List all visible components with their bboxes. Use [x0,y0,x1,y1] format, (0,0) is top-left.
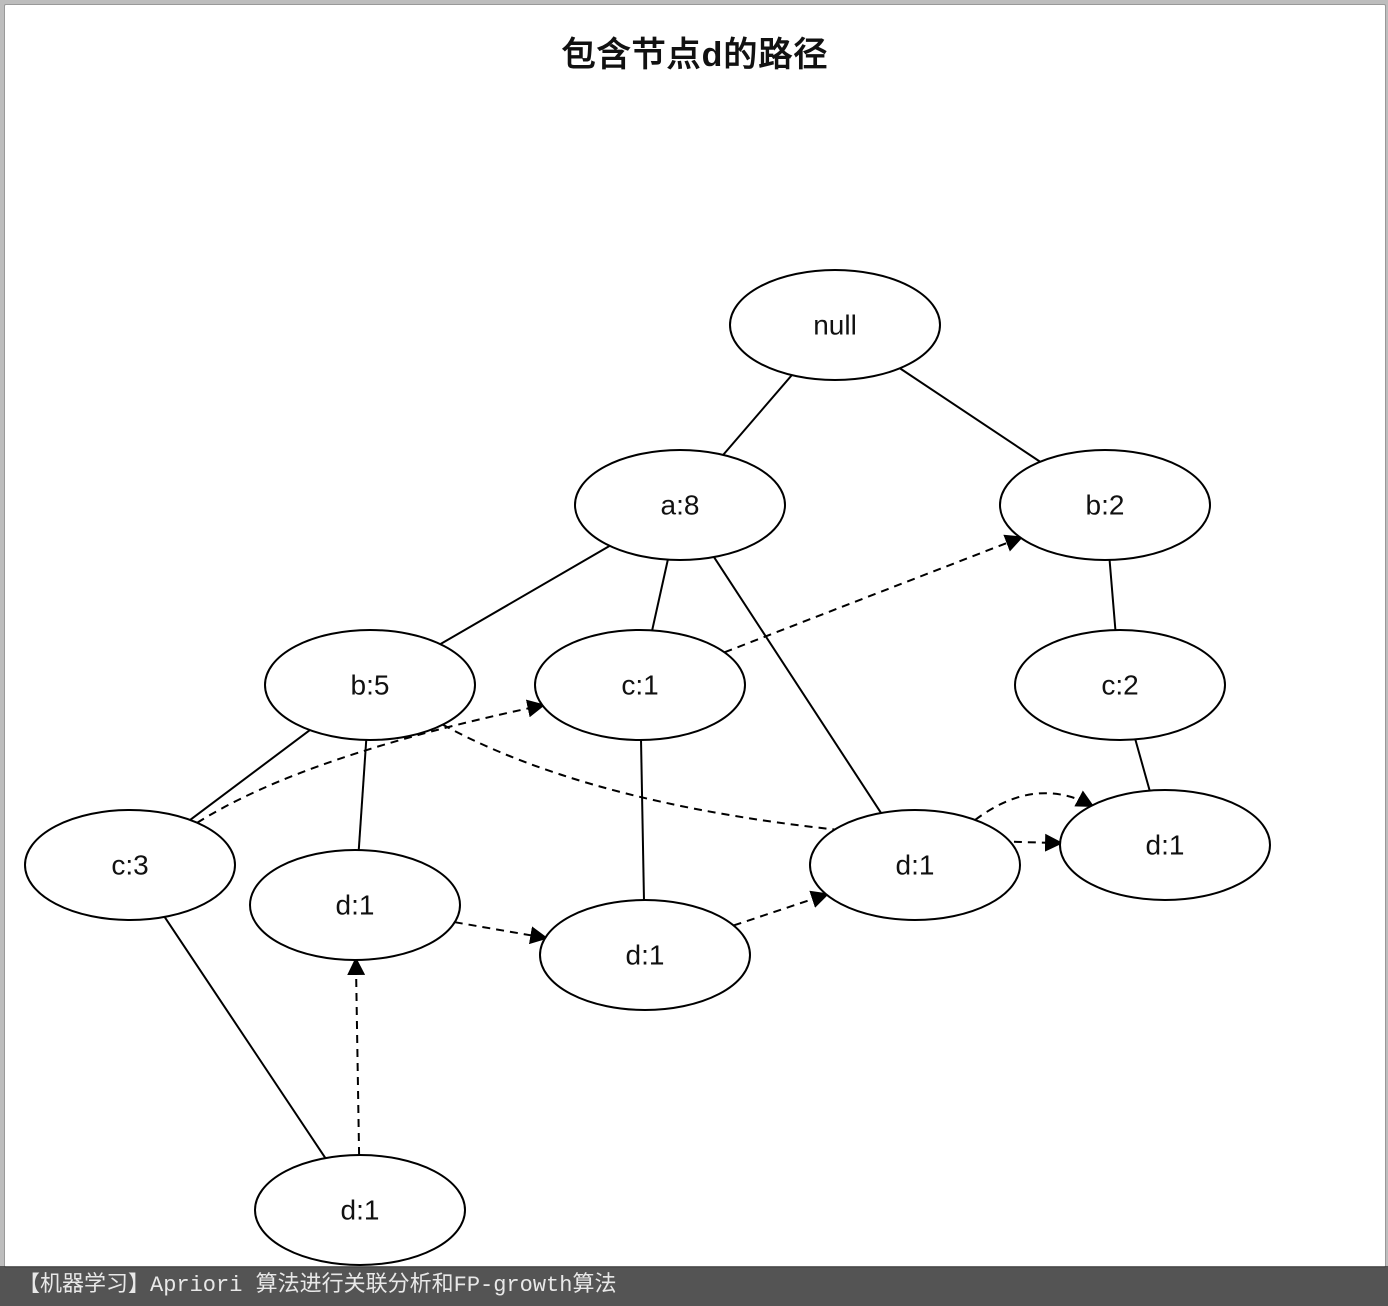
node-label: b:5 [351,669,390,700]
dashed-link [975,793,1092,820]
dashed-link [724,538,1020,653]
caption-bar: 【机器学习】Apriori 算法进行关联分析和FP-growth算法 [0,1266,1388,1306]
dashed-link [356,960,359,1155]
edge [900,368,1040,462]
node-d1l: d:1 [255,1155,465,1265]
node-label: d:1 [341,1194,380,1225]
node-a8: a:8 [575,450,785,560]
fp-tree-graph: null a:8 b:2 b:5 c:1 c:2 c:3 d:1 d:1 d:1 d:1 d:1 [5,5,1385,1267]
node-label: a:8 [661,489,700,520]
edge [1110,560,1116,630]
node-b5: b:5 [265,630,475,740]
tree-nodes: null a:8 b:2 b:5 c:1 c:2 c:3 d:1 d:1 d:1 d:1 d:1 [25,270,1270,1265]
node-label: c:1 [621,669,658,700]
node-label: c:3 [111,849,148,880]
dashed-link [455,922,546,938]
node-d1c: d:1 [540,900,750,1010]
node-label: d:1 [626,939,665,970]
node-d1b: d:1 [250,850,460,960]
edge [652,560,668,631]
edge [190,730,310,820]
node-label: null [813,309,857,340]
node-label: d:1 [896,849,935,880]
edge [359,740,367,850]
node-d1a: d:1 [810,810,1020,920]
edge [440,546,609,644]
node-null: null [730,270,940,380]
node-c2: c:2 [1015,630,1225,740]
node-label: d:1 [1146,829,1185,860]
node-b2: b:2 [1000,450,1210,560]
node-c3: c:3 [25,810,235,920]
dashed-link [734,895,827,926]
edge [723,375,792,455]
edge [1135,739,1149,790]
diagram-canvas: 包含节点d的路径 nulla:8b:2b:5c:1c:2c:3d:1d:1d:1… [4,4,1386,1268]
node-c1: c:1 [535,630,745,740]
node-d1r: d:1 [1060,790,1270,900]
node-label: c:2 [1101,669,1138,700]
edge [641,740,644,900]
node-label: b:2 [1086,489,1125,520]
node-label: d:1 [336,889,375,920]
